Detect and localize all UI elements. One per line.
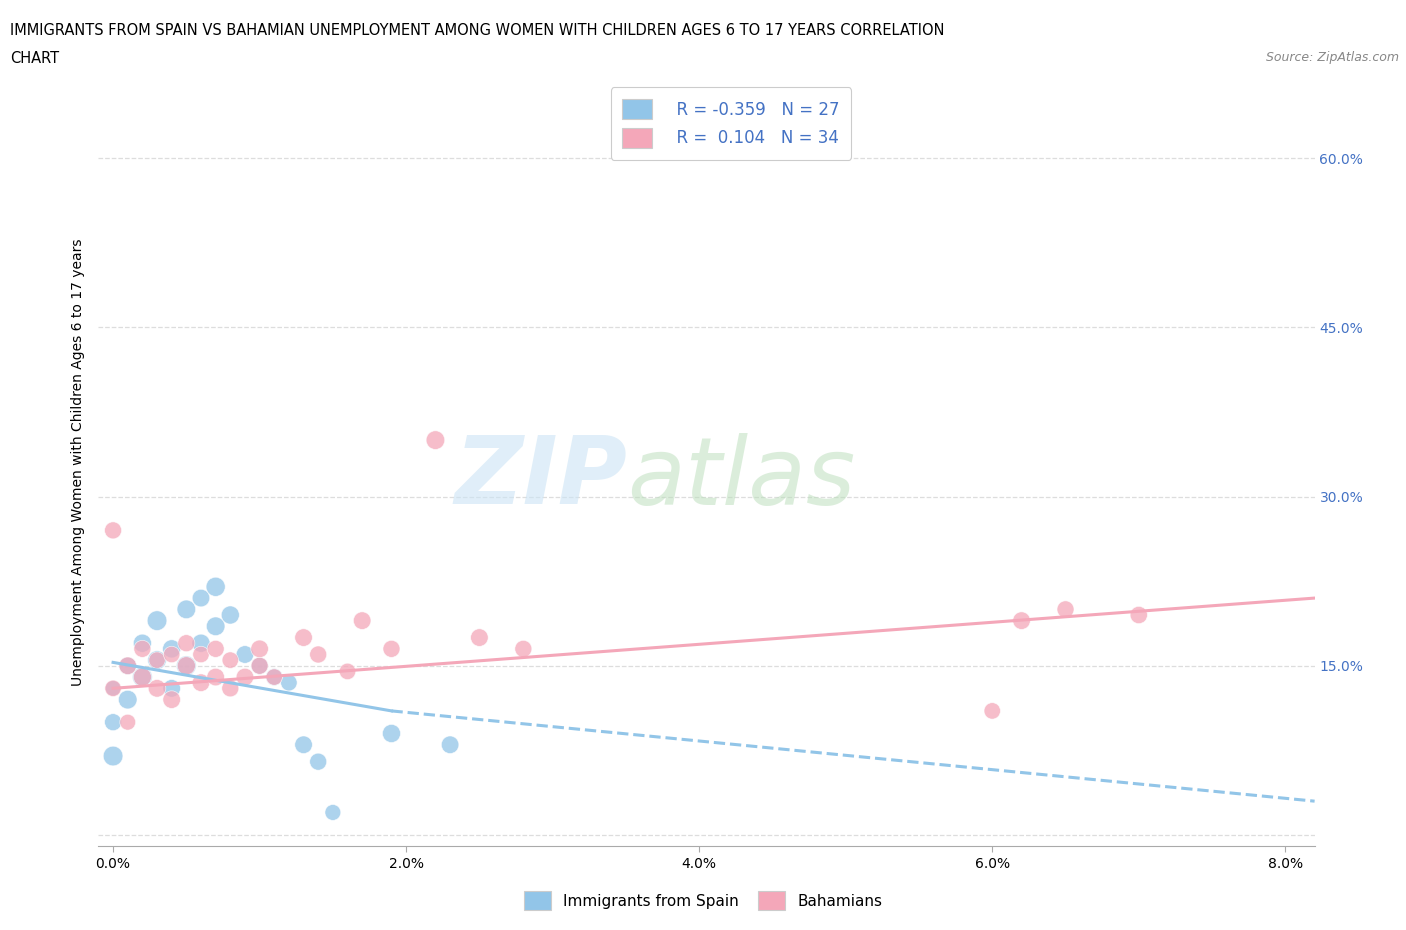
Point (1011, 613, 1033, 628)
Point (233, 670, 256, 684)
Point (981, 703, 1004, 718)
Legend: Immigrants from Spain, Bahamians: Immigrants from Spain, Bahamians (516, 884, 890, 918)
Point (219, 607, 242, 622)
Point (146, 681, 169, 696)
Point (263, 670, 285, 684)
Point (190, 591, 212, 605)
Point (176, 658, 198, 673)
Point (1054, 602, 1077, 617)
Point (204, 579, 226, 594)
Point (117, 658, 139, 673)
Point (160, 642, 183, 657)
Point (204, 618, 226, 633)
Point (277, 675, 299, 690)
Point (146, 653, 169, 668)
Point (468, 631, 491, 645)
Point (176, 658, 198, 673)
Text: atlas: atlas (627, 432, 856, 524)
Point (336, 664, 359, 679)
Text: IMMIGRANTS FROM SPAIN VS BAHAMIAN UNEMPLOYMENT AMONG WOMEN WITH CHILDREN AGES 6 : IMMIGRANTS FROM SPAIN VS BAHAMIAN UNEMPL… (10, 23, 945, 38)
Point (233, 647, 256, 662)
Point (131, 670, 153, 684)
Point (263, 670, 285, 684)
Point (249, 658, 271, 673)
Point (117, 658, 139, 673)
Point (190, 647, 212, 662)
Point (380, 726, 402, 741)
Legend:   R = -0.359   N = 27,   R =  0.104   N = 34: R = -0.359 N = 27, R = 0.104 N = 34 (610, 87, 851, 160)
Text: CHART: CHART (10, 51, 59, 66)
Point (176, 636, 198, 651)
Point (425, 432, 447, 447)
Point (322, 805, 344, 820)
Y-axis label: Unemployment Among Women with Children Ages 6 to 17 years: Unemployment Among Women with Children A… (70, 239, 84, 686)
Point (176, 602, 198, 617)
Point (307, 647, 329, 662)
Point (117, 692, 139, 707)
Text: ZIP: ZIP (454, 432, 627, 524)
Point (204, 670, 226, 684)
Point (292, 631, 315, 645)
Text: Source: ZipAtlas.com: Source: ZipAtlas.com (1265, 51, 1399, 64)
Point (101, 749, 124, 764)
Point (146, 653, 169, 668)
Point (439, 737, 461, 752)
Point (101, 715, 124, 730)
Point (160, 647, 183, 662)
Point (352, 613, 374, 628)
Point (204, 642, 226, 657)
Point (146, 613, 169, 628)
Point (160, 681, 183, 696)
Point (307, 754, 329, 769)
Point (101, 523, 124, 538)
Point (219, 681, 242, 696)
Point (512, 642, 534, 657)
Point (131, 636, 153, 651)
Point (117, 715, 139, 730)
Point (190, 636, 212, 651)
Point (249, 658, 271, 673)
Point (101, 681, 124, 696)
Point (292, 737, 315, 752)
Point (190, 675, 212, 690)
Point (1128, 607, 1150, 622)
Point (101, 681, 124, 696)
Point (249, 642, 271, 657)
Point (380, 642, 402, 657)
Point (131, 642, 153, 657)
Point (219, 653, 242, 668)
Point (131, 670, 153, 684)
Point (160, 692, 183, 707)
